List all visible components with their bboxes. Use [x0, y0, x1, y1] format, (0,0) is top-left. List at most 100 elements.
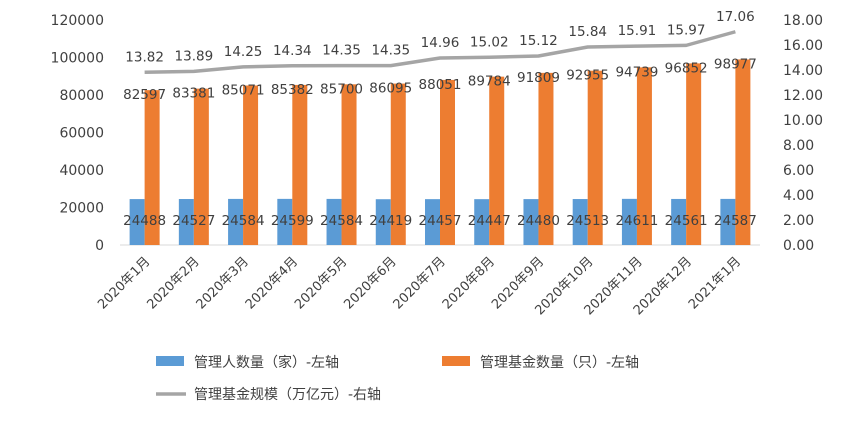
data-label-fund-scale: 15.97 — [667, 22, 706, 38]
data-label-manager-count: 24561 — [665, 213, 708, 229]
bar-manager-count — [178, 199, 194, 245]
legend-swatch — [156, 356, 184, 366]
data-label-manager-count: 24488 — [123, 213, 166, 229]
legend-swatch — [442, 356, 470, 366]
data-label-manager-count: 24611 — [615, 213, 658, 229]
bar-fund-count — [144, 90, 160, 246]
data-label-manager-count: 24584 — [222, 213, 265, 229]
data-label-fund-scale: 13.89 — [175, 48, 214, 64]
data-label-fund-count: 98977 — [714, 56, 757, 72]
data-label-fund-scale: 14.35 — [322, 43, 361, 59]
x-axis-tick-label: 2020年1月 — [95, 254, 153, 312]
bar-fund-count — [489, 76, 505, 245]
left-axis-tick-label: 60000 — [59, 126, 104, 142]
data-label-fund-scale: 17.06 — [716, 9, 755, 25]
bar-manager-count — [277, 198, 293, 245]
data-label-fund-count: 83381 — [172, 86, 215, 102]
data-label-fund-scale: 15.91 — [618, 23, 657, 39]
legend-label: 管理基金数量（只）-左轴 — [480, 354, 639, 371]
line-series — [144, 30, 736, 74]
right-axis-tick-label: 18.00 — [783, 13, 823, 29]
right-axis-tick-label: 14.00 — [783, 63, 823, 79]
data-label-fund-count: 86095 — [369, 81, 412, 97]
bar-fund-count — [193, 88, 209, 246]
bar-manager-count — [523, 199, 539, 245]
bar-fund-count — [686, 63, 702, 246]
bar-manager-count — [720, 198, 736, 245]
right-axis-tick-label: 2.00 — [783, 213, 814, 229]
data-label-manager-count: 24527 — [172, 213, 215, 229]
bar-fund-count — [390, 83, 406, 246]
data-label-manager-count: 24513 — [566, 213, 609, 229]
x-axis-tick-label: 2020年6月 — [341, 254, 399, 312]
left-axis-tick-label: 120000 — [51, 13, 104, 29]
data-label-fund-count: 94739 — [615, 64, 658, 80]
data-label-fund-scale: 14.35 — [371, 43, 410, 59]
data-labels: 24488 82597 24527 83381 24584 85071 24599 85382… — [123, 9, 757, 229]
data-label-manager-count: 24457 — [419, 213, 462, 229]
data-label-fund-scale: 15.84 — [568, 24, 607, 40]
data-label-manager-count: 24419 — [369, 213, 412, 229]
bar-fund-count — [735, 59, 751, 246]
data-label-manager-count: 24447 — [468, 213, 511, 229]
x-axis-tick-label: 2020年7月 — [391, 254, 449, 312]
right-axis-tick-label: 12.00 — [783, 88, 823, 104]
bar-fund-count — [636, 67, 652, 245]
bar-manager-count — [621, 198, 637, 245]
data-label-fund-scale: 13.82 — [125, 49, 164, 65]
bars — [129, 59, 751, 246]
bar-fund-count — [587, 70, 603, 245]
bar-manager-count — [425, 199, 440, 245]
x-axis-tick-label: 2020年8月 — [440, 254, 498, 312]
data-label-manager-count: 24587 — [714, 213, 757, 229]
bar-fund-count — [440, 79, 455, 245]
bar-manager-count — [228, 198, 244, 245]
data-label-fund-count: 82597 — [123, 87, 166, 103]
data-label-manager-count: 24599 — [271, 213, 314, 229]
left-axis-tick-label: 40000 — [59, 163, 104, 179]
data-label-fund-count: 91809 — [517, 70, 560, 86]
x-axis-tick-label: 2020年3月 — [194, 254, 252, 312]
right-axis-tick-label: 16.00 — [783, 38, 823, 54]
x-axis-tick-label: 2021年1月 — [686, 254, 744, 312]
left-axis-tick-label: 80000 — [59, 88, 104, 104]
left-axis-tick-label: 0 — [95, 238, 104, 254]
data-label-fund-scale: 14.96 — [421, 35, 460, 51]
bar-fund-count — [538, 72, 554, 245]
right-axis-tick-label: 10.00 — [783, 113, 823, 129]
right-axis-tick-label: 0.00 — [783, 238, 814, 254]
bar-manager-count — [474, 199, 490, 245]
data-label-fund-scale: 15.02 — [470, 34, 509, 50]
data-label-fund-scale: 14.25 — [224, 44, 263, 60]
bar-manager-count — [671, 198, 687, 245]
data-label-fund-scale: 14.34 — [273, 43, 312, 59]
bar-fund-count — [341, 84, 357, 245]
x-axis-tick-label: 2020年5月 — [292, 254, 350, 312]
right-axis-tick-label: 8.00 — [783, 138, 814, 154]
bar-fund-count — [292, 84, 308, 245]
data-label-fund-count: 92955 — [566, 68, 609, 84]
legend-label: 管理基金规模（万亿元）-右轴 — [194, 386, 381, 403]
bar-manager-count — [129, 199, 145, 245]
x-axis-tick-label: 2020年2月 — [144, 254, 202, 312]
data-label-fund-count: 85071 — [222, 82, 265, 98]
left-axis-tick-label: 100000 — [51, 51, 104, 67]
data-label-fund-count: 88051 — [419, 77, 462, 93]
left-axis-tick-label: 20000 — [59, 201, 104, 217]
bar-manager-count — [375, 199, 391, 245]
data-label-fund-scale: 15.12 — [519, 33, 558, 49]
data-label-manager-count: 24584 — [320, 213, 363, 229]
right-axis-tick-label: 6.00 — [783, 163, 814, 179]
line-fund-scale — [144, 30, 736, 74]
x-axis-tick-label: 2020年4月 — [243, 254, 301, 312]
bar-manager-count — [572, 199, 588, 245]
legend-label: 管理人数量（家）-左轴 — [194, 354, 339, 371]
data-label-manager-count: 24480 — [517, 213, 560, 229]
right-axis-tick-label: 4.00 — [783, 188, 814, 204]
bar-fund-count — [243, 85, 259, 245]
data-label-fund-count: 96852 — [665, 60, 708, 76]
data-label-fund-count: 85382 — [271, 82, 314, 98]
